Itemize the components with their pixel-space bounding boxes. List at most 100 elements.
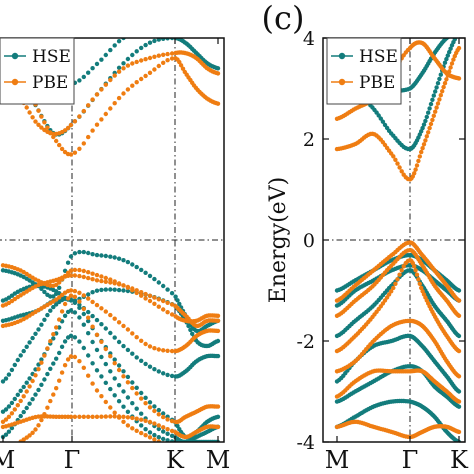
band-point — [21, 384, 26, 390]
band-point — [99, 57, 104, 62]
band-point — [431, 113, 436, 119]
band-point — [39, 114, 44, 119]
band-point — [12, 407, 17, 412]
band-point — [94, 92, 100, 97]
band-point — [147, 400, 153, 405]
band-point — [112, 357, 117, 362]
band-point — [391, 154, 396, 159]
band-point — [147, 273, 153, 279]
band-point — [156, 53, 161, 58]
band-point — [456, 333, 462, 339]
band-point — [72, 310, 78, 315]
band-point — [147, 293, 153, 298]
band-point — [175, 423, 180, 429]
band-point — [48, 339, 53, 344]
band-point — [134, 391, 139, 396]
band-point — [135, 32, 139, 36]
band-point — [99, 274, 104, 279]
band-point — [90, 313, 95, 319]
band-point — [147, 435, 153, 440]
band-point — [438, 93, 443, 98]
band-point — [161, 307, 166, 312]
band-point — [215, 313, 221, 318]
band-point — [456, 313, 462, 318]
band-point — [143, 296, 148, 301]
band-point — [152, 67, 157, 72]
band-point — [77, 114, 82, 119]
band-point — [121, 323, 126, 329]
band-point — [431, 93, 436, 98]
band-point — [94, 414, 100, 419]
band-point — [112, 43, 117, 48]
band-point — [130, 426, 135, 431]
band-point — [456, 348, 462, 354]
band-hse-5 — [334, 268, 462, 339]
band-point — [81, 274, 87, 280]
band-point — [453, 32, 457, 36]
band-point — [428, 121, 434, 127]
band-point — [416, 158, 421, 164]
band-point — [165, 348, 170, 353]
band-point — [94, 317, 100, 323]
band-point — [165, 310, 170, 315]
band-point — [139, 423, 144, 428]
band-point — [125, 395, 131, 400]
band-point — [103, 287, 109, 292]
band-point — [99, 339, 104, 344]
band-point — [156, 304, 161, 309]
band-point — [62, 301, 68, 307]
band-point — [90, 324, 95, 329]
band-point — [86, 296, 91, 301]
band-point — [99, 394, 104, 399]
band-point — [433, 109, 438, 114]
band-point — [139, 411, 144, 416]
band-point — [152, 346, 157, 351]
band-point — [77, 290, 82, 295]
band-point — [116, 256, 122, 261]
band-point — [57, 280, 62, 285]
band-point — [450, 33, 454, 37]
band-point — [36, 108, 41, 113]
band-point — [45, 312, 50, 318]
band-point — [81, 414, 87, 419]
band-point — [116, 320, 122, 325]
band-point — [42, 412, 47, 417]
band-point — [9, 425, 15, 431]
band-point — [169, 428, 175, 434]
band-point — [12, 396, 17, 402]
band-point — [413, 268, 418, 273]
band-point — [143, 427, 148, 432]
band-point — [90, 299, 95, 305]
band-point — [438, 72, 443, 77]
band-point — [169, 433, 175, 438]
band-point — [161, 371, 166, 376]
band-point — [169, 291, 175, 296]
band-point — [152, 367, 157, 372]
band-point — [103, 52, 109, 58]
band-point — [152, 404, 157, 409]
band-point — [441, 84, 446, 90]
band-point — [147, 430, 153, 435]
band-point — [112, 335, 117, 340]
band-point — [399, 169, 404, 174]
band-point — [448, 46, 453, 51]
band-point — [194, 31, 198, 35]
band-point — [196, 445, 200, 449]
band-point — [42, 353, 47, 358]
band-point — [103, 309, 109, 314]
band-point — [99, 87, 104, 92]
band-point — [21, 409, 26, 415]
band-point — [68, 152, 74, 157]
band-point — [456, 298, 462, 303]
band-point — [165, 417, 170, 422]
band-point — [57, 285, 62, 290]
band-point — [147, 55, 153, 61]
band-point — [54, 325, 59, 330]
band-point — [215, 318, 221, 323]
band-point — [72, 251, 78, 256]
band-point — [27, 376, 32, 381]
band-point — [90, 339, 95, 345]
band-point — [72, 119, 78, 124]
band-point — [72, 267, 78, 273]
band-point — [90, 361, 95, 366]
